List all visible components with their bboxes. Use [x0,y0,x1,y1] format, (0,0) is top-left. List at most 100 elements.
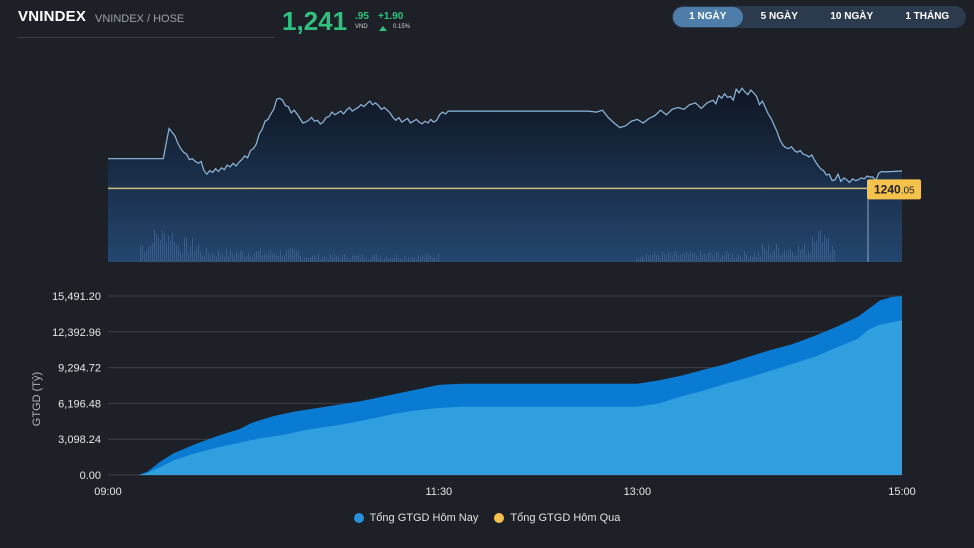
volume-bar [420,256,421,262]
y-tick-label: 12,392.96 [52,327,101,339]
price-decimal: .95 [355,11,369,22]
volume-bar [388,259,389,262]
volume-bar [698,258,699,262]
legend-dot-yesterday [494,513,505,523]
tab-1-month[interactable]: 1 THÁNG [905,11,950,22]
volume-bar [688,254,689,262]
reference-label-box [867,179,921,200]
volume-bar [832,246,833,262]
volume-bar [332,256,333,262]
volume-bar [774,250,775,262]
volume-bar [146,250,147,262]
volume-bar [704,253,705,262]
volume-bar [786,252,787,262]
volume-bar [268,253,269,262]
volume-bar [202,255,203,262]
volume-bar [394,257,395,262]
tab-1-day[interactable]: 1 NGÀY [673,7,743,27]
volume-bar [790,249,791,262]
x-tick-label: 13:00 [624,486,652,498]
volume-bar [180,251,181,262]
volume-bar [778,248,779,262]
volume-bar [702,254,703,262]
volume-bar [784,249,785,262]
index-subtitle: VNINDEX / HOSE [95,13,185,25]
volume-bar [758,252,759,262]
volume-bar [766,250,767,262]
volume-bar [158,237,159,262]
legend-item-yesterday[interactable]: Tổng GTGD Hôm Qua [494,512,620,524]
volume-bar [408,257,409,262]
volume-bar [672,255,673,262]
volume-bar [804,243,805,262]
volume-bar [322,257,323,262]
volume-bar [198,244,199,262]
volume-bar [340,258,341,262]
volume-bar [316,258,317,262]
price-integer: 1,241 [282,6,348,36]
volume-bar [770,253,771,262]
volume-bar [298,251,299,262]
volume-bar [356,255,357,262]
volume-bar [668,251,669,262]
volume-bar [676,251,677,262]
volume-bar [654,251,655,262]
volume-bar [834,249,835,262]
price-line [108,87,903,184]
volume-bar [164,233,165,262]
volume-bar [254,253,255,262]
volume-bar [788,250,789,262]
volume-bar [346,258,347,262]
volume-bar [220,254,221,262]
volume-bar [734,257,735,262]
volume-bar [806,254,807,262]
volume-bar [286,250,287,262]
volume-bar [178,246,179,262]
volume-bar [648,255,649,262]
volume-bar [830,253,831,262]
volume-bar [428,255,429,262]
y-axis-title: GTGD (Tỷ) [31,372,43,426]
volume-bar [290,248,291,262]
volume-bar [224,257,225,262]
legend-item-today[interactable]: Tổng GTGD Hôm Nay [353,512,478,524]
tab-5-days[interactable]: 5 NGÀY [760,11,798,22]
volume-bar [386,256,387,262]
volume-bar [334,254,335,262]
volume-bar [294,249,295,262]
volume-bar [730,257,731,262]
volume-bar [154,229,155,262]
volume-bar [818,232,819,262]
volume-bar [380,256,381,262]
volume-bar [172,232,173,262]
volume-bar [212,252,213,262]
volume-bar [732,253,733,262]
tab-10-days[interactable]: 10 NGÀY [830,11,874,22]
volume-bar [352,255,353,262]
volume-bar [210,255,211,262]
volume-bar [182,253,183,262]
volume-bar [398,258,399,262]
volume-bar [144,252,145,262]
volume-bar [706,255,707,262]
volume-bar [274,253,275,262]
volume-bar [722,255,723,262]
x-tick-label: 11:30 [425,486,452,498]
volume-bar [678,255,679,262]
volume-bar [242,251,243,262]
volume-bar [360,258,361,262]
volume-bar [776,243,777,262]
x-tick-label: 15:00 [888,486,916,498]
volume-bar [382,259,383,262]
volume-bar [718,253,719,262]
volume-bar [636,258,637,262]
volume-bar [404,255,405,262]
volume-bar [246,255,247,262]
volume-bar [716,251,717,262]
volume-bar [752,257,753,262]
volume-bar [432,258,433,262]
volume-bar [140,246,141,262]
volume-bar [660,257,661,262]
volume-bar [230,249,231,262]
volume-bar [422,255,423,262]
